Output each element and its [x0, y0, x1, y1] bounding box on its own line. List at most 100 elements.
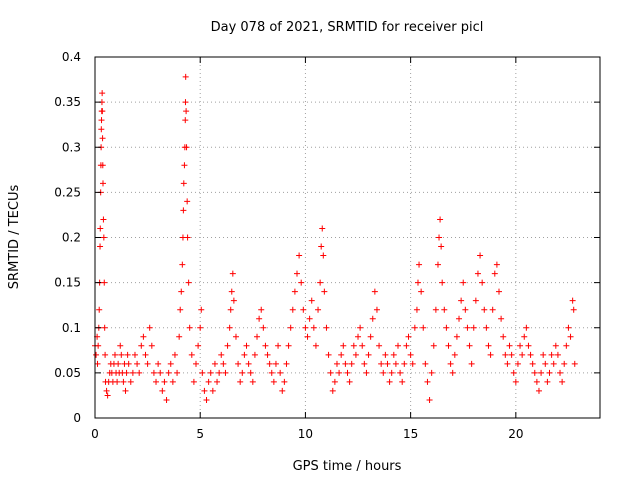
x-tick-label: 0: [91, 427, 99, 441]
data-point: [270, 378, 277, 385]
data-point: [315, 306, 322, 313]
data-point: [378, 360, 385, 367]
y-axis-label: SRMTID / TECUs: [7, 185, 22, 290]
data-point: [167, 360, 174, 367]
data-point: [525, 342, 532, 349]
data-point: [306, 315, 313, 322]
data-point: [443, 324, 450, 331]
data-point: [320, 252, 327, 259]
data-point: [224, 342, 231, 349]
data-point: [279, 387, 286, 394]
y-tick-label: 0.4: [62, 50, 81, 64]
data-point: [514, 360, 521, 367]
data-point: [98, 126, 105, 133]
data-point: [159, 387, 166, 394]
data-point: [340, 342, 347, 349]
data-point: [285, 342, 292, 349]
data-point: [179, 261, 186, 268]
data-point: [481, 306, 488, 313]
data-point: [544, 378, 551, 385]
x-tick-label: 5: [196, 427, 204, 441]
data-point: [491, 270, 498, 277]
data-point: [268, 369, 275, 376]
data-point: [318, 243, 325, 250]
data-point: [554, 351, 561, 358]
data-point: [176, 333, 183, 340]
data-point: [380, 369, 387, 376]
data-point: [323, 324, 330, 331]
data-point: [251, 351, 258, 358]
data-point: [122, 387, 129, 394]
data-point: [226, 324, 233, 331]
data-point: [312, 342, 319, 349]
data-point: [533, 378, 540, 385]
data-point: [388, 369, 395, 376]
data-point: [260, 324, 267, 331]
data-point: [101, 279, 108, 286]
data-point: [548, 351, 555, 358]
data-point: [496, 288, 502, 295]
data-point: [296, 252, 303, 259]
data-point: [118, 351, 125, 358]
data-point: [198, 306, 205, 313]
data-point: [546, 369, 553, 376]
data-point: [504, 360, 511, 367]
data-point: [502, 351, 509, 358]
data-point: [373, 306, 380, 313]
data-point: [277, 369, 284, 376]
data-point: [382, 351, 389, 358]
data-point: [218, 351, 225, 358]
data-point: [241, 351, 248, 358]
data-point: [428, 369, 435, 376]
data-point: [100, 216, 107, 223]
data-point: [350, 342, 357, 349]
data-point: [445, 342, 452, 349]
data-point: [333, 360, 340, 367]
data-point: [434, 261, 441, 268]
data-point: [472, 297, 479, 304]
data-point: [182, 117, 189, 124]
data-point: [163, 396, 170, 403]
data-point: [357, 324, 364, 331]
data-point: [418, 288, 425, 295]
data-point: [567, 333, 574, 340]
data-point: [262, 342, 269, 349]
data-point: [103, 387, 110, 394]
data-point: [171, 351, 178, 358]
data-point: [101, 324, 108, 331]
data-point: [99, 108, 106, 115]
data-point: [201, 387, 208, 394]
data-point: [519, 351, 526, 358]
data-point: [411, 324, 418, 331]
data-point: [399, 378, 406, 385]
y-tick-label: 0.05: [54, 366, 81, 380]
data-point: [510, 369, 517, 376]
data-point: [124, 351, 131, 358]
data-point: [517, 342, 524, 349]
data-point: [413, 306, 420, 313]
data-point: [291, 288, 298, 295]
data-point: [134, 360, 141, 367]
data-point: [188, 351, 195, 358]
data-point: [245, 360, 252, 367]
data-point: [281, 378, 288, 385]
data-point: [142, 351, 149, 358]
data-point: [344, 369, 351, 376]
x-axis-label: GPS time / hours: [293, 459, 402, 474]
data-point: [209, 387, 216, 394]
data-point: [275, 342, 282, 349]
data-point: [414, 279, 421, 286]
data-point: [310, 324, 317, 331]
data-point: [178, 288, 185, 295]
data-point: [569, 297, 576, 304]
data-point: [451, 351, 458, 358]
data-point: [550, 360, 557, 367]
data-point: [203, 396, 210, 403]
data-point: [222, 369, 229, 376]
data-point: [329, 387, 336, 394]
data-point: [386, 378, 393, 385]
data-point: [361, 360, 368, 367]
data-point: [369, 315, 376, 322]
x-axis: 0 5 10 15 20: [91, 57, 523, 441]
